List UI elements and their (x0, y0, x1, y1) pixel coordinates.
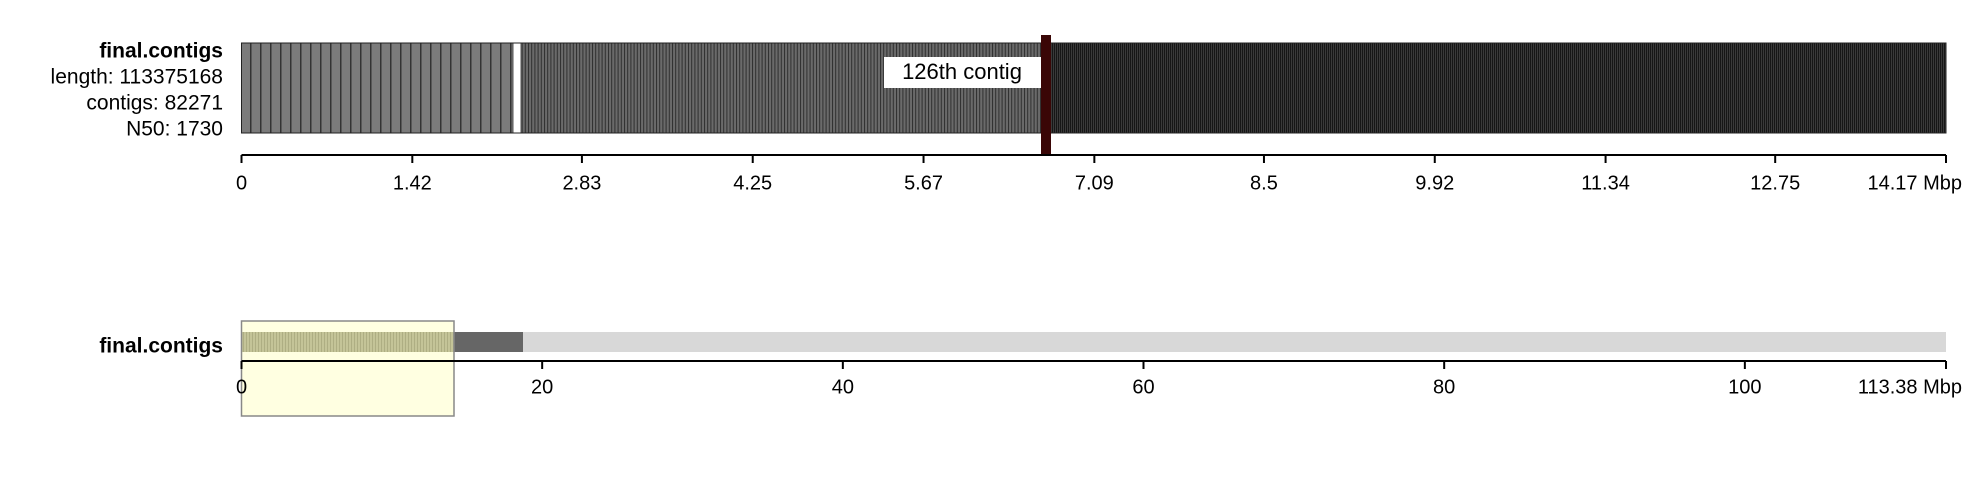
tick-label: 2.83 (562, 172, 601, 194)
tick-label: 14.17 Mbp (1867, 172, 1962, 194)
tick-label: 60 (1132, 376, 1154, 398)
tick-label: 40 (832, 376, 854, 398)
tooltip-text: 126th contig (902, 59, 1022, 84)
n50-label: N50: 1730 (126, 118, 223, 141)
contig[interactable] (512, 42, 522, 134)
tick-label: 5.67 (904, 172, 943, 194)
viewport-brush[interactable] (240, 320, 455, 417)
length-label: length: 113375168 (51, 66, 223, 89)
tooltip-box (884, 57, 1041, 88)
selected-contig[interactable] (1041, 35, 1051, 156)
contigs-label: contigs: 82271 (86, 92, 223, 115)
tick-label: 4.25 (733, 172, 772, 194)
assembly-name: final.contigs (99, 40, 223, 63)
tick-label: 0 (236, 172, 247, 194)
tick-label: 12.75 (1750, 172, 1800, 194)
tick-label: 100 (1728, 376, 1761, 398)
tick-label: 9.92 (1415, 172, 1454, 194)
bar-border (241, 42, 1947, 134)
overview-bar (241, 332, 1946, 352)
tick-label: 11.34 (1581, 172, 1630, 194)
tick-label: 80 (1433, 376, 1455, 398)
contig-region[interactable] (1046, 43, 1946, 133)
tick-label: 8.5 (1250, 172, 1278, 194)
tick-label: 20 (531, 376, 553, 398)
assembly-name: final.contigs (99, 335, 223, 358)
tick-label: 1.42 (393, 172, 432, 194)
contig-region[interactable] (241, 42, 514, 134)
tick-label: 113.38 Mbp (1858, 376, 1962, 398)
tick-label: 0 (236, 376, 247, 398)
overview-region (454, 332, 523, 352)
tick-label: 7.09 (1075, 172, 1114, 194)
